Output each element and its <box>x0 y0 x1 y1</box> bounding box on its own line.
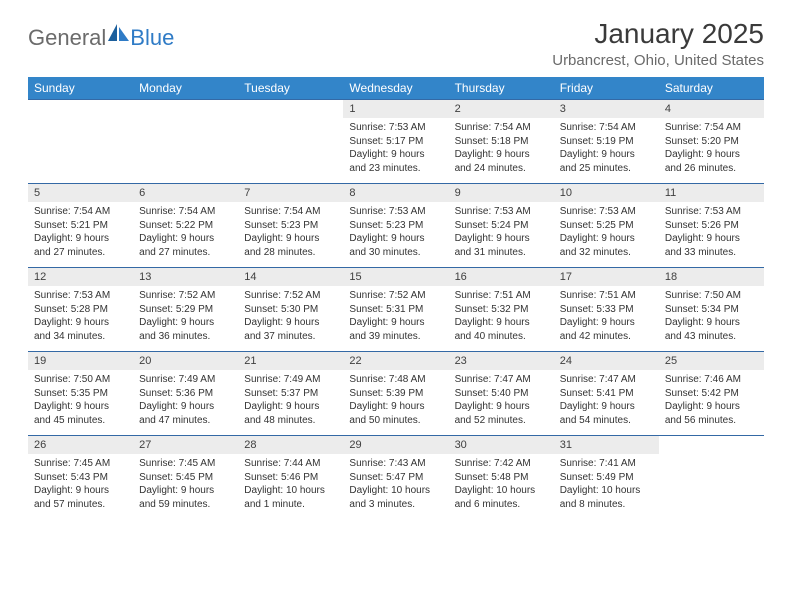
day-number: 5 <box>28 184 133 203</box>
day-number <box>28 100 133 119</box>
day-number: 3 <box>554 100 659 119</box>
weekday-header: Friday <box>554 77 659 100</box>
day-detail <box>238 118 343 184</box>
sail-icon <box>108 24 130 47</box>
detail-row: Sunrise: 7:53 AM Sunset: 5:28 PM Dayligh… <box>28 286 764 352</box>
day-detail: Sunrise: 7:46 AM Sunset: 5:42 PM Dayligh… <box>659 370 764 436</box>
day-detail: Sunrise: 7:53 AM Sunset: 5:24 PM Dayligh… <box>449 202 554 268</box>
day-detail: Sunrise: 7:48 AM Sunset: 5:39 PM Dayligh… <box>343 370 448 436</box>
day-detail: Sunrise: 7:41 AM Sunset: 5:49 PM Dayligh… <box>554 454 659 519</box>
weekday-header: Wednesday <box>343 77 448 100</box>
weekday-header: Monday <box>133 77 238 100</box>
day-detail: Sunrise: 7:53 AM Sunset: 5:23 PM Dayligh… <box>343 202 448 268</box>
day-detail: Sunrise: 7:54 AM Sunset: 5:23 PM Dayligh… <box>238 202 343 268</box>
day-detail: Sunrise: 7:52 AM Sunset: 5:31 PM Dayligh… <box>343 286 448 352</box>
day-detail: Sunrise: 7:52 AM Sunset: 5:30 PM Dayligh… <box>238 286 343 352</box>
daynum-row: 12131415161718 <box>28 268 764 287</box>
detail-row: Sunrise: 7:50 AM Sunset: 5:35 PM Dayligh… <box>28 370 764 436</box>
weekday-header: Tuesday <box>238 77 343 100</box>
day-detail: Sunrise: 7:51 AM Sunset: 5:32 PM Dayligh… <box>449 286 554 352</box>
day-number: 28 <box>238 436 343 455</box>
day-detail: Sunrise: 7:47 AM Sunset: 5:41 PM Dayligh… <box>554 370 659 436</box>
day-number: 6 <box>133 184 238 203</box>
day-number: 30 <box>449 436 554 455</box>
location-subtitle: Urbancrest, Ohio, United States <box>552 52 764 69</box>
page-title: January 2025 <box>552 18 764 50</box>
day-number: 8 <box>343 184 448 203</box>
day-detail: Sunrise: 7:51 AM Sunset: 5:33 PM Dayligh… <box>554 286 659 352</box>
day-number: 18 <box>659 268 764 287</box>
detail-row: Sunrise: 7:45 AM Sunset: 5:43 PM Dayligh… <box>28 454 764 519</box>
day-detail: Sunrise: 7:53 AM Sunset: 5:26 PM Dayligh… <box>659 202 764 268</box>
day-number: 9 <box>449 184 554 203</box>
day-number <box>238 100 343 119</box>
day-detail: Sunrise: 7:43 AM Sunset: 5:47 PM Dayligh… <box>343 454 448 519</box>
day-detail: Sunrise: 7:49 AM Sunset: 5:37 PM Dayligh… <box>238 370 343 436</box>
detail-row: Sunrise: 7:54 AM Sunset: 5:21 PM Dayligh… <box>28 202 764 268</box>
day-number: 4 <box>659 100 764 119</box>
day-detail: Sunrise: 7:50 AM Sunset: 5:34 PM Dayligh… <box>659 286 764 352</box>
logo: General Blue <box>28 18 174 58</box>
daynum-row: 1234 <box>28 100 764 119</box>
day-detail: Sunrise: 7:53 AM Sunset: 5:25 PM Dayligh… <box>554 202 659 268</box>
day-detail: Sunrise: 7:54 AM Sunset: 5:21 PM Dayligh… <box>28 202 133 268</box>
day-number <box>133 100 238 119</box>
day-number: 14 <box>238 268 343 287</box>
daynum-row: 262728293031 <box>28 436 764 455</box>
day-detail: Sunrise: 7:54 AM Sunset: 5:18 PM Dayligh… <box>449 118 554 184</box>
day-number: 1 <box>343 100 448 119</box>
day-number: 16 <box>449 268 554 287</box>
calendar-table: Sunday Monday Tuesday Wednesday Thursday… <box>28 77 764 519</box>
day-detail: Sunrise: 7:53 AM Sunset: 5:17 PM Dayligh… <box>343 118 448 184</box>
day-number: 29 <box>343 436 448 455</box>
header: General Blue January 2025 Urbancrest, Oh… <box>28 18 764 69</box>
title-block: January 2025 Urbancrest, Ohio, United St… <box>552 18 764 69</box>
day-number: 27 <box>133 436 238 455</box>
day-detail: Sunrise: 7:54 AM Sunset: 5:19 PM Dayligh… <box>554 118 659 184</box>
day-detail: Sunrise: 7:44 AM Sunset: 5:46 PM Dayligh… <box>238 454 343 519</box>
day-detail: Sunrise: 7:49 AM Sunset: 5:36 PM Dayligh… <box>133 370 238 436</box>
day-detail: Sunrise: 7:54 AM Sunset: 5:20 PM Dayligh… <box>659 118 764 184</box>
day-detail: Sunrise: 7:45 AM Sunset: 5:43 PM Dayligh… <box>28 454 133 519</box>
day-number: 31 <box>554 436 659 455</box>
day-detail: Sunrise: 7:53 AM Sunset: 5:28 PM Dayligh… <box>28 286 133 352</box>
day-detail: Sunrise: 7:42 AM Sunset: 5:48 PM Dayligh… <box>449 454 554 519</box>
day-detail: Sunrise: 7:47 AM Sunset: 5:40 PM Dayligh… <box>449 370 554 436</box>
day-number: 19 <box>28 352 133 371</box>
calendar-page: General Blue January 2025 Urbancrest, Oh… <box>0 0 792 537</box>
day-number: 2 <box>449 100 554 119</box>
daynum-row: 567891011 <box>28 184 764 203</box>
weekday-header: Thursday <box>449 77 554 100</box>
day-number: 17 <box>554 268 659 287</box>
day-number <box>659 436 764 455</box>
day-number: 24 <box>554 352 659 371</box>
day-number: 25 <box>659 352 764 371</box>
detail-row: Sunrise: 7:53 AM Sunset: 5:17 PM Dayligh… <box>28 118 764 184</box>
logo-text-blue: Blue <box>130 25 174 51</box>
day-detail <box>659 454 764 519</box>
day-number: 11 <box>659 184 764 203</box>
day-number: 20 <box>133 352 238 371</box>
day-detail <box>28 118 133 184</box>
day-number: 13 <box>133 268 238 287</box>
day-number: 21 <box>238 352 343 371</box>
weekday-header-row: Sunday Monday Tuesday Wednesday Thursday… <box>28 77 764 100</box>
day-detail: Sunrise: 7:45 AM Sunset: 5:45 PM Dayligh… <box>133 454 238 519</box>
daynum-row: 19202122232425 <box>28 352 764 371</box>
day-number: 26 <box>28 436 133 455</box>
day-number: 10 <box>554 184 659 203</box>
day-detail: Sunrise: 7:52 AM Sunset: 5:29 PM Dayligh… <box>133 286 238 352</box>
logo-text-general: General <box>28 25 106 51</box>
weekday-header: Sunday <box>28 77 133 100</box>
day-number: 12 <box>28 268 133 287</box>
day-number: 23 <box>449 352 554 371</box>
day-detail <box>133 118 238 184</box>
day-number: 22 <box>343 352 448 371</box>
day-number: 7 <box>238 184 343 203</box>
day-number: 15 <box>343 268 448 287</box>
day-detail: Sunrise: 7:50 AM Sunset: 5:35 PM Dayligh… <box>28 370 133 436</box>
day-detail: Sunrise: 7:54 AM Sunset: 5:22 PM Dayligh… <box>133 202 238 268</box>
weekday-header: Saturday <box>659 77 764 100</box>
